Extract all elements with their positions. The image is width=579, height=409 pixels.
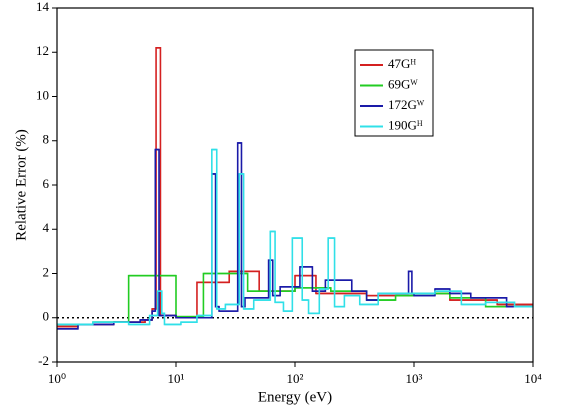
plot-frame [56, 7, 534, 363]
y-tick-label: 0 [43, 309, 50, 324]
y-tick-label: 6 [43, 176, 50, 191]
y-tick-label: -2 [38, 353, 49, 368]
legend-label: 69Gᵂ [388, 76, 418, 91]
step-riser [57, 148, 533, 326]
x-tick-label: 10² [287, 371, 304, 386]
y-tick-label: 12 [36, 43, 49, 58]
x-tick-label: 10⁰ [48, 371, 66, 386]
x-tick-label: 10³ [406, 371, 423, 386]
x-axis-label: Energy (eV) [258, 389, 332, 405]
y-tick-label: 4 [43, 220, 50, 235]
y-tick-label: 2 [43, 264, 50, 279]
y-tick-label: 8 [43, 132, 50, 147]
y-axis-label: Relative Error (%) [13, 129, 29, 241]
y-tick-label: 10 [36, 87, 49, 102]
x-tick-label: 10¹ [168, 371, 185, 386]
legend-label: 190Gᴴ [388, 117, 423, 132]
x-tick-label: 10⁴ [524, 371, 542, 386]
legend-label: 172Gᵂ [388, 97, 425, 112]
legend-label: 47Gᴴ [388, 56, 416, 71]
y-tick-label: 14 [36, 0, 50, 14]
